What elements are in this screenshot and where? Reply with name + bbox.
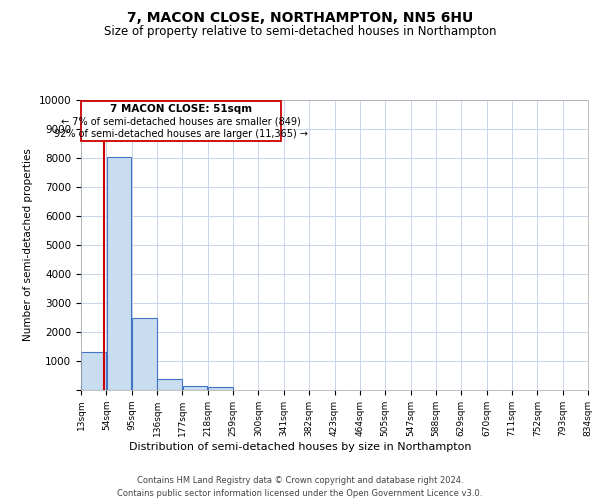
Bar [157,379,182,390]
Bar [107,156,131,390]
Bar [183,386,208,390]
Text: 7 MACON CLOSE: 51sqm: 7 MACON CLOSE: 51sqm [110,104,252,115]
Bar [132,318,157,390]
Text: 7, MACON CLOSE, NORTHAMPTON, NN5 6HU: 7, MACON CLOSE, NORTHAMPTON, NN5 6HU [127,11,473,25]
Text: Contains HM Land Registry data © Crown copyright and database right 2024.: Contains HM Land Registry data © Crown c… [137,476,463,485]
FancyBboxPatch shape [81,101,281,141]
Text: Distribution of semi-detached houses by size in Northampton: Distribution of semi-detached houses by … [129,442,471,452]
Bar [208,387,233,390]
Y-axis label: Number of semi-detached properties: Number of semi-detached properties [23,148,33,342]
Text: ← 7% of semi-detached houses are smaller (849): ← 7% of semi-detached houses are smaller… [61,116,301,126]
Bar [82,352,106,390]
Text: 92% of semi-detached houses are larger (11,365) →: 92% of semi-detached houses are larger (… [54,128,308,138]
Text: Size of property relative to semi-detached houses in Northampton: Size of property relative to semi-detach… [104,25,496,38]
Text: Contains public sector information licensed under the Open Government Licence v3: Contains public sector information licen… [118,489,482,498]
